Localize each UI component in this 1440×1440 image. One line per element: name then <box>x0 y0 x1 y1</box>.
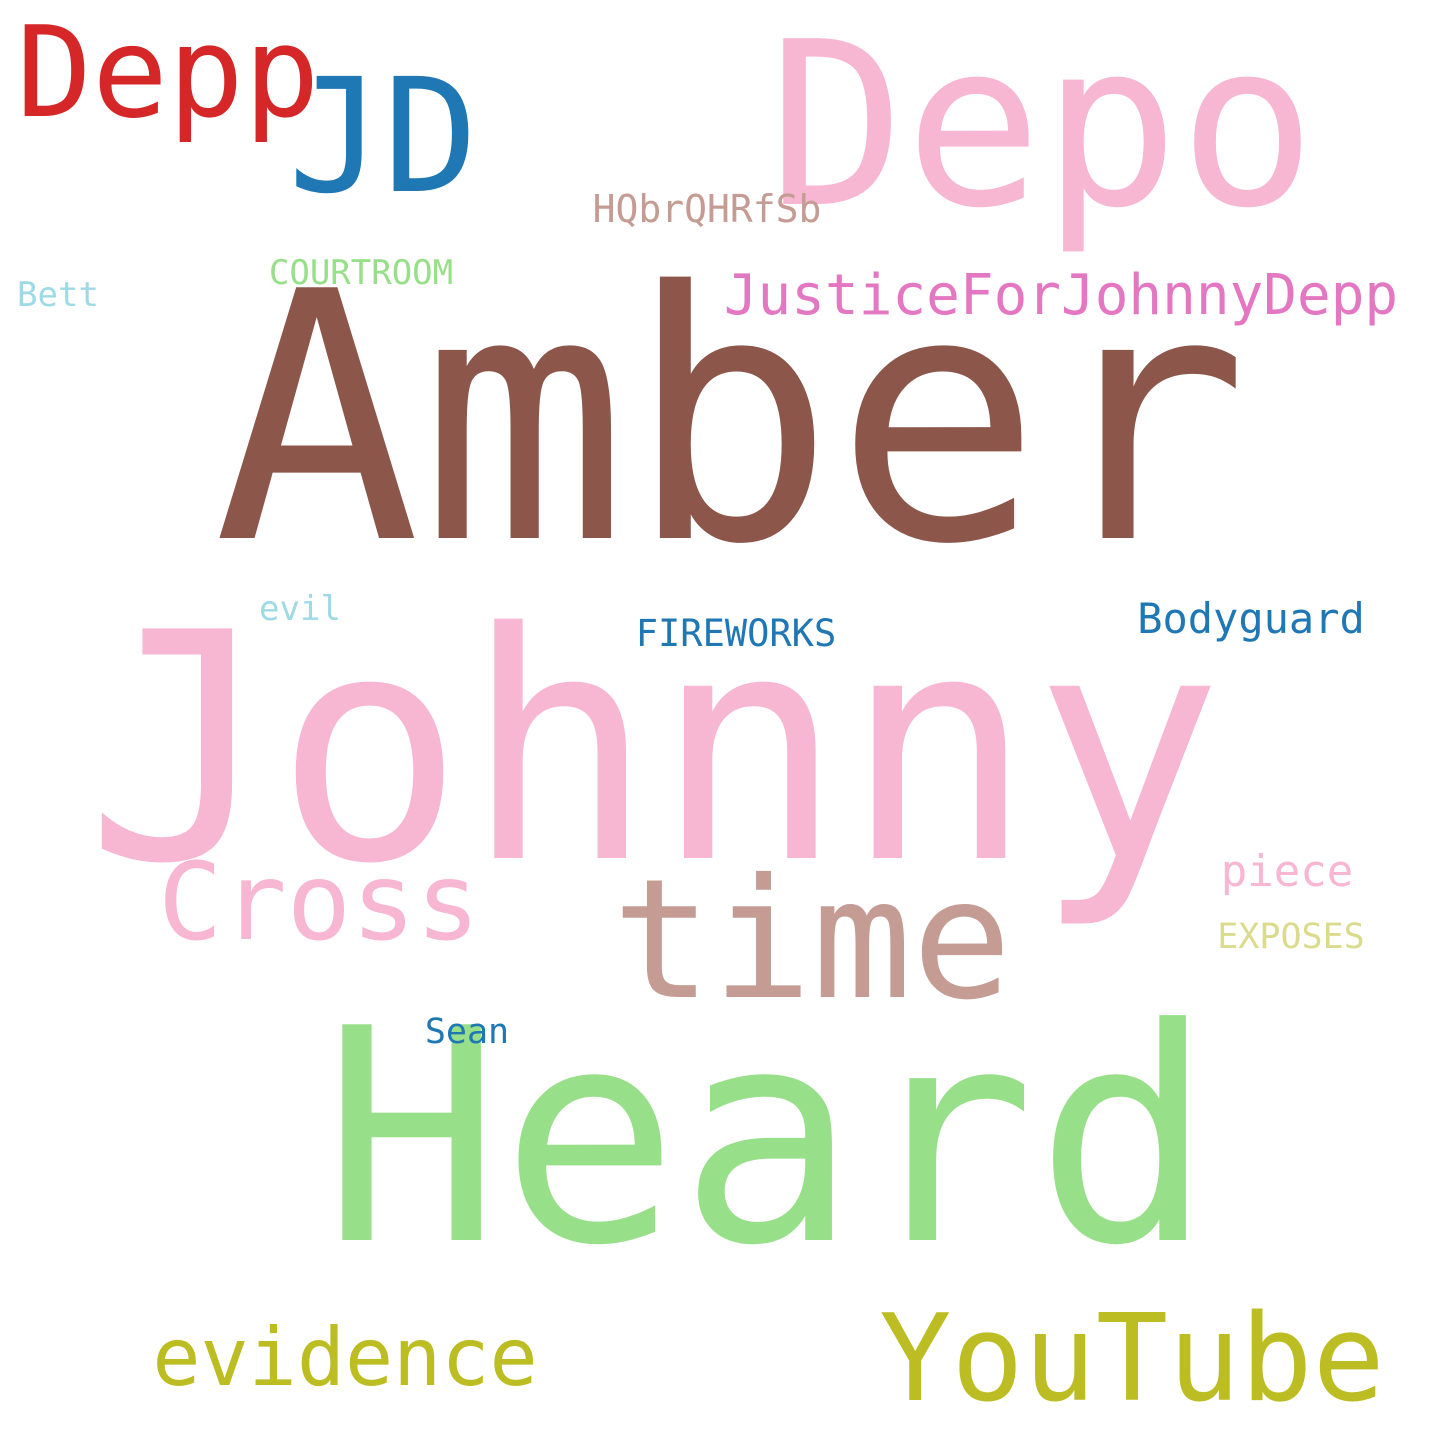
word-evil: evil <box>259 589 341 629</box>
word-exposes: EXPOSES <box>1217 917 1365 957</box>
word-time: time <box>612 844 1012 1037</box>
word-justicefor: JusticeForJohnnyDepp <box>723 263 1399 328</box>
word-johnny: Johnny <box>85 567 1223 933</box>
word-courtroom: COURTROOM <box>268 253 454 293</box>
word-bodyguard: Bodyguard <box>1137 594 1365 643</box>
word-hqbrqhrfsb: HQbrQHRfSb <box>592 187 822 231</box>
word-evidence: evidence <box>152 1311 538 1404</box>
word-cross: Cross <box>157 841 481 965</box>
word-amber: Amber <box>213 220 1249 620</box>
word-sean: Sean <box>424 1012 510 1052</box>
word-depp: Depp <box>16 0 320 146</box>
word-bett: Bett <box>17 275 99 315</box>
word-jd: JD <box>287 45 479 229</box>
word-youtube: YouTube <box>879 1290 1385 1429</box>
word-fireworks: FIREWORKS <box>635 612 837 655</box>
word-piece: piece <box>1220 846 1354 897</box>
word-depo: Depo <box>768 0 1316 258</box>
word-heard: Heard <box>322 965 1214 1310</box>
